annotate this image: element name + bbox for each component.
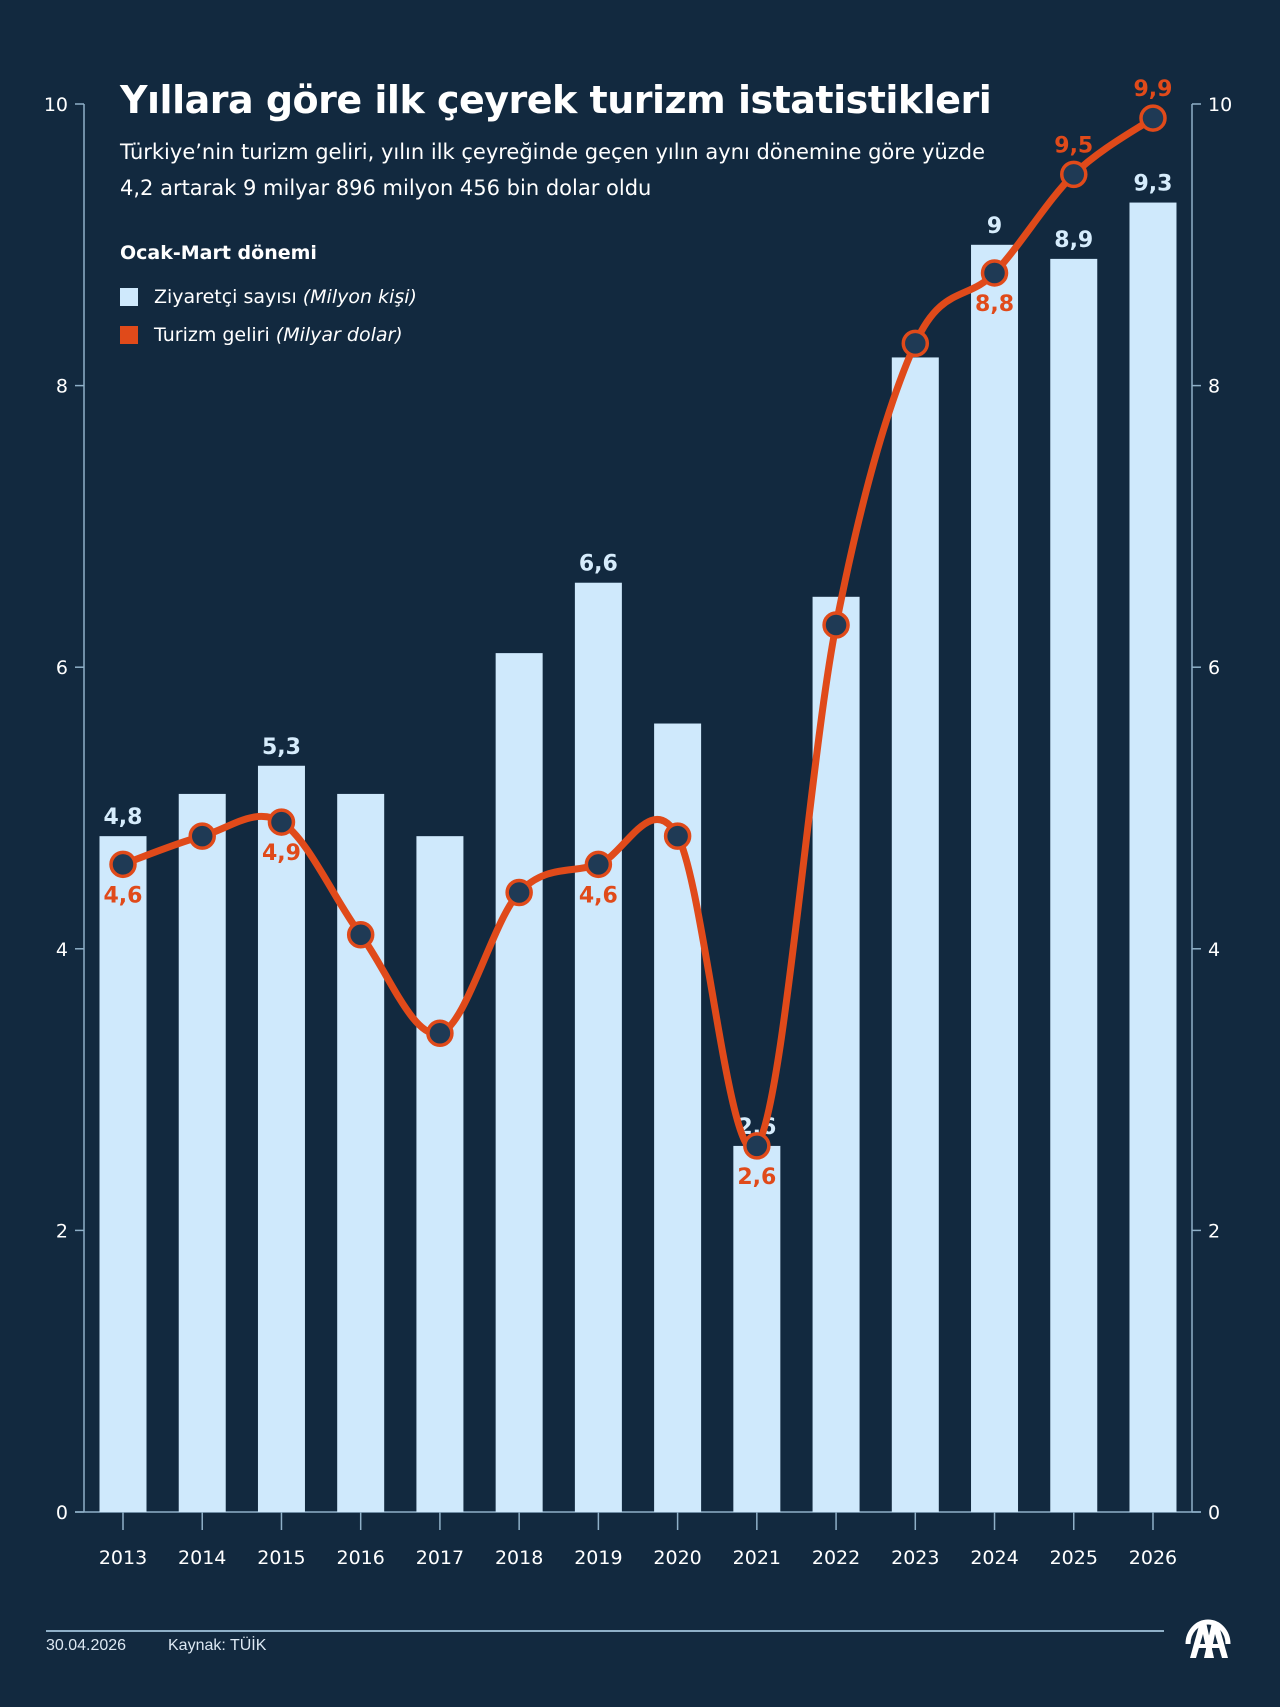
legend-unit-visitors: (Milyon kişi) bbox=[302, 286, 417, 308]
aa-logo-icon bbox=[1185, 1619, 1231, 1658]
bar bbox=[733, 1145, 781, 1512]
left-y-tick-label: 2 bbox=[56, 1220, 68, 1242]
line-marker bbox=[426, 1019, 454, 1048]
line-marker bbox=[1060, 160, 1088, 189]
legend-item-visitors: Ziyaretçi sayısı (Milyon kişi) bbox=[120, 278, 417, 316]
line-marker bbox=[743, 1132, 771, 1160]
right-y-tick-label: 2 bbox=[1208, 1220, 1220, 1242]
bar bbox=[1050, 258, 1098, 1512]
x-tick-label: 2016 bbox=[337, 1547, 385, 1569]
bar-series bbox=[99, 202, 1177, 1513]
bar-value-label: 4,8 bbox=[104, 805, 143, 830]
line-value-label: 4,6 bbox=[579, 883, 618, 908]
right-y-tick-label: 10 bbox=[1208, 94, 1232, 116]
bar-value-label: 6,6 bbox=[579, 552, 618, 577]
left-y-tick-label: 8 bbox=[56, 376, 68, 398]
line-labels: 4,6 4,9 4,6 2,6 8,8 9,5 9,9 bbox=[104, 77, 1173, 1190]
page-subtitle: Türkiye’nin turizm geliri, yılın ilk çey… bbox=[120, 140, 986, 200]
line-marker bbox=[505, 878, 533, 907]
footer-source: Kaynak: TÜİK bbox=[168, 1637, 267, 1654]
x-tick-label: 2014 bbox=[178, 1547, 226, 1569]
legend-title: Ocak-Mart dönemi bbox=[120, 242, 317, 264]
bar-labels: 4,85,36,62,698,99,3 bbox=[104, 172, 1173, 1140]
bar bbox=[257, 765, 305, 1512]
line-marker bbox=[109, 850, 137, 879]
line-marker bbox=[188, 822, 216, 850]
legend-label-visitors: Ziyaretçi sayısı bbox=[154, 286, 297, 308]
x-tick-label: 2026 bbox=[1129, 1547, 1177, 1569]
x-tick-label: 2021 bbox=[733, 1547, 781, 1569]
line-markers bbox=[109, 104, 1167, 1160]
x-tick-label: 2020 bbox=[653, 1547, 701, 1569]
line-marker bbox=[980, 259, 1009, 287]
bar bbox=[416, 836, 464, 1512]
right-y-tick-label: 0 bbox=[1208, 1502, 1220, 1524]
line-value-label: 8,8 bbox=[975, 292, 1014, 317]
line-value-label: 4,9 bbox=[262, 841, 301, 866]
bar-value-label: 9 bbox=[987, 214, 1002, 239]
page-title: Yıllara göre ilk çeyrek turizm istatisti… bbox=[120, 78, 992, 122]
bar bbox=[971, 244, 1019, 1512]
legend-unit-revenue: (Milyar dolar) bbox=[275, 324, 403, 346]
bar bbox=[891, 357, 939, 1513]
x-tick-label: 2018 bbox=[495, 1547, 543, 1569]
line-marker bbox=[584, 850, 613, 879]
right-y-tick-label: 4 bbox=[1208, 939, 1220, 961]
legend-item-revenue: Turizm geliri (Milyar dolar) bbox=[120, 316, 417, 354]
bar bbox=[337, 793, 385, 1512]
line-marker bbox=[267, 808, 296, 836]
footer-date: 30.04.2026 bbox=[46, 1637, 127, 1654]
line-marker bbox=[663, 822, 692, 850]
line-marker bbox=[901, 329, 930, 358]
bar bbox=[99, 836, 147, 1512]
right-y-tick-label: 8 bbox=[1208, 376, 1220, 398]
x-tick-label: 2022 bbox=[812, 1547, 860, 1569]
x-tick-label: 2015 bbox=[257, 1547, 305, 1569]
x-tick-label: 2024 bbox=[970, 1547, 1018, 1569]
line-marker bbox=[822, 611, 850, 639]
bar-value-label: 8,9 bbox=[1054, 228, 1093, 253]
x-tick-label: 2025 bbox=[1050, 1547, 1098, 1569]
x-tick-label: 2013 bbox=[99, 1547, 147, 1569]
bar bbox=[574, 582, 622, 1512]
revenue-line bbox=[119, 114, 1157, 1153]
legend: Ocak-Mart dönemi Ziyaretçi sayısı (Milyo… bbox=[120, 242, 417, 354]
bar bbox=[1129, 202, 1177, 1512]
legend-swatch-revenue bbox=[120, 326, 138, 344]
axes: 0 0 2 2 4 4 6 6 8 8 10 10 2013 2014 2015 2016 2017 2018 20… bbox=[44, 94, 1232, 1569]
x-tick-label: 2019 bbox=[574, 1547, 622, 1569]
line-value-label: 9,5 bbox=[1054, 133, 1093, 158]
line-marker bbox=[346, 920, 375, 949]
x-tick-label: 2023 bbox=[891, 1547, 939, 1569]
left-y-tick-label: 6 bbox=[56, 657, 68, 679]
bar bbox=[654, 723, 702, 1512]
legend-label-revenue: Turizm geliri bbox=[154, 324, 270, 346]
bar bbox=[495, 653, 543, 1512]
bar-value-label: 9,3 bbox=[1133, 172, 1172, 197]
footer-divider bbox=[46, 1630, 1164, 1632]
right-y-tick-label: 6 bbox=[1208, 657, 1220, 679]
line-series bbox=[119, 114, 1157, 1153]
x-tick-label: 2017 bbox=[416, 1547, 464, 1569]
left-y-tick-label: 4 bbox=[56, 939, 68, 961]
legend-swatch-visitors bbox=[120, 288, 138, 306]
line-marker bbox=[1139, 104, 1167, 132]
line-value-label: 2,6 bbox=[737, 1165, 776, 1190]
line-value-label: 9,9 bbox=[1133, 77, 1172, 102]
bar-value-label: 5,3 bbox=[262, 735, 301, 760]
line-value-label: 4,6 bbox=[104, 883, 143, 908]
left-y-tick-label: 0 bbox=[56, 1502, 68, 1524]
bar bbox=[178, 793, 226, 1512]
left-y-tick-label: 10 bbox=[44, 94, 68, 116]
